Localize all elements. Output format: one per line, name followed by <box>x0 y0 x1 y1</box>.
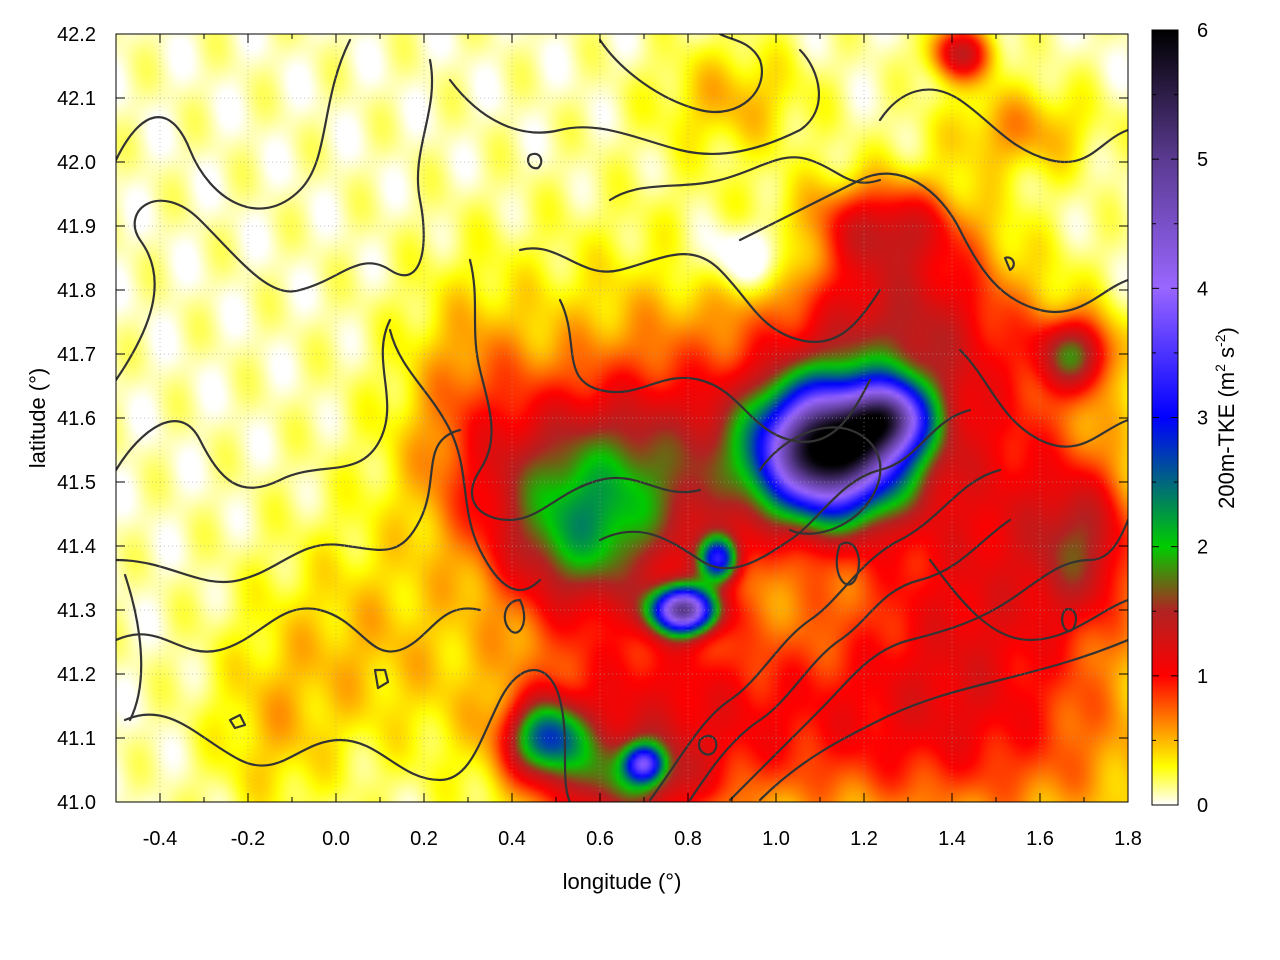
colorbar-tick-label: 2 <box>1197 537 1208 559</box>
x-tick-label: 1.4 <box>938 828 966 850</box>
y-tick-label: 41.1 <box>57 728 96 750</box>
x-tick-label: 1.6 <box>1026 828 1054 850</box>
x-axis-title: longitude (°) <box>563 869 682 894</box>
y-tick-label: 41.4 <box>57 536 96 558</box>
contour-line <box>116 428 462 584</box>
colorbar-title-mid: s <box>1214 347 1239 364</box>
contour-line <box>928 558 1128 642</box>
contour-line <box>728 518 1128 802</box>
x-tick-label: -0.4 <box>143 828 177 850</box>
x-tick-label: 1.2 <box>850 828 878 850</box>
contour-line <box>738 172 1128 313</box>
y-tick-label: 42.0 <box>57 152 96 174</box>
colorbar-title: 200m-TKE (m2 s-2) <box>1212 327 1239 509</box>
contour-line <box>448 48 821 156</box>
contour-line <box>123 669 572 802</box>
x-tick-label: 0.8 <box>674 828 702 850</box>
colorbar-ticks: 0 1 2 3 4 5 6 <box>1152 20 1208 817</box>
contour-line <box>697 734 718 756</box>
contour-line <box>598 408 972 570</box>
y-axis-title: latitude (°) <box>25 368 50 469</box>
contour-line <box>1003 256 1015 272</box>
x-tick-label: 1.8 <box>1114 828 1142 850</box>
terrain-contours <box>116 34 1128 802</box>
x-tick-label: 0.6 <box>586 828 614 850</box>
y-tick-label: 41.0 <box>57 792 96 814</box>
colorbar-title-sup2: -2 <box>1212 334 1228 347</box>
colorbar-tick-label: 0 <box>1197 795 1208 817</box>
colorbar-title-post: ) <box>1214 327 1239 334</box>
colorbar-tick-label: 4 <box>1197 278 1208 300</box>
contour-line <box>598 34 763 113</box>
x-axis-ticks: -0.4 -0.2 0.0 0.2 0.4 0.6 0.8 1.0 1.2 1.4 1.6 1.8 <box>115 34 1142 850</box>
colorbar-tick-label: 5 <box>1197 149 1208 171</box>
contour-line <box>373 668 390 690</box>
colorbar-tick-label: 6 <box>1197 20 1208 42</box>
contour-line <box>123 573 143 722</box>
y-tick-label: 41.7 <box>57 344 96 366</box>
colorbar-title-pre: 200m-TKE (m <box>1214 372 1239 509</box>
contour-line <box>758 638 1128 802</box>
colorbar-tick-label: 1 <box>1197 666 1208 688</box>
contour-line <box>228 713 247 730</box>
y-tick-label: 41.6 <box>57 408 96 430</box>
x-tick-label: 1.0 <box>762 828 790 850</box>
contour-line <box>388 328 542 591</box>
y-tick-label: 42.2 <box>57 24 96 46</box>
contour-line <box>503 598 526 634</box>
y-tick-label: 41.3 <box>57 600 96 622</box>
contour-line <box>558 298 872 443</box>
x-tick-label: 0.4 <box>498 828 526 850</box>
contour-line <box>518 247 882 343</box>
contour-line <box>116 58 434 382</box>
y-tick-label: 41.9 <box>57 216 96 238</box>
y-tick-label: 41.2 <box>57 664 96 686</box>
plot-area: -0.4 -0.2 0.0 0.2 0.4 0.6 0.8 1.0 1.2 1.4 1.6 1.8 4… <box>57 24 1142 850</box>
y-axis-ticks: 41.0 41.1 41.2 41.3 41.4 41.5 41.6 41.7 41.8 41.9… <box>57 24 1128 814</box>
contour-line <box>648 468 1002 802</box>
contour-line <box>526 152 543 170</box>
x-tick-label: -0.2 <box>231 828 265 850</box>
contour-line <box>878 88 1128 163</box>
contour-line <box>835 541 860 586</box>
contour-line <box>116 318 392 489</box>
contour-line <box>758 426 882 535</box>
colorbar-tick-label: 3 <box>1197 408 1208 430</box>
colorbar-title-sup1: 2 <box>1212 364 1228 372</box>
contour-line <box>116 38 352 210</box>
y-tick-label: 41.8 <box>57 280 96 302</box>
contour-line <box>608 156 882 202</box>
x-tick-label: 0.0 <box>322 828 350 850</box>
y-tick-label: 42.1 <box>57 88 96 110</box>
y-tick-label: 41.5 <box>57 472 96 494</box>
contour-line <box>958 348 1128 448</box>
contour-line <box>468 258 702 522</box>
x-tick-label: 0.2 <box>410 828 438 850</box>
contour-line <box>116 607 482 653</box>
